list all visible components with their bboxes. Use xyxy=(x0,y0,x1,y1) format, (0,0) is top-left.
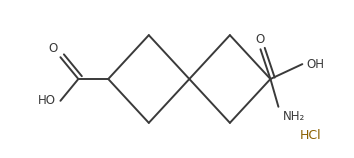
Text: NH₂: NH₂ xyxy=(282,110,305,123)
Text: O: O xyxy=(48,42,57,55)
Text: HCl: HCl xyxy=(300,129,322,142)
Text: OH: OH xyxy=(306,58,324,71)
Text: O: O xyxy=(256,33,265,46)
Text: HO: HO xyxy=(38,94,56,107)
